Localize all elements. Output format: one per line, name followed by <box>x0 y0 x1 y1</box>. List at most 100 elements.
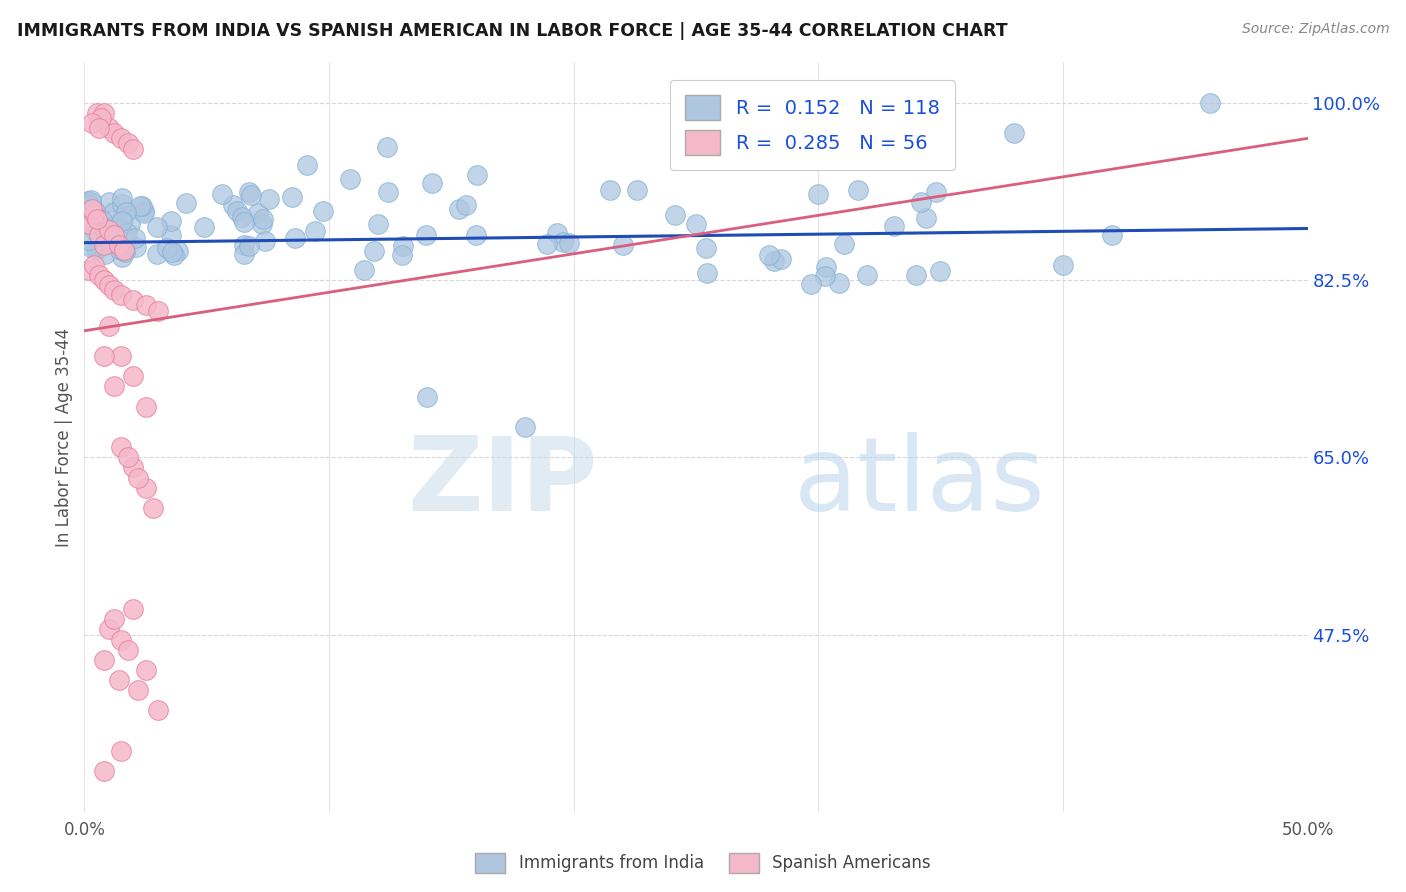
Immigrants from India <box>167 244 190 258</box>
Immigrants from India <box>626 183 648 197</box>
Immigrants from India <box>79 233 101 247</box>
Immigrants from India <box>377 185 399 199</box>
Immigrants from India <box>160 244 183 259</box>
Immigrants from India <box>415 228 437 243</box>
Spanish Americans <box>146 303 169 318</box>
Immigrants from India <box>232 215 254 229</box>
Spanish Americans <box>103 227 125 242</box>
Immigrants from India <box>924 185 946 199</box>
Immigrants from India <box>232 237 254 252</box>
Immigrants from India <box>856 268 879 282</box>
Spanish Americans <box>87 227 110 242</box>
Spanish Americans <box>93 237 115 252</box>
Text: atlas: atlas <box>794 432 1046 533</box>
Immigrants from India <box>238 185 260 199</box>
Immigrants from India <box>910 195 932 210</box>
Immigrants from India <box>86 242 108 256</box>
Immigrants from India <box>108 242 131 256</box>
Immigrants from India <box>163 248 186 262</box>
Immigrants from India <box>664 208 686 222</box>
Immigrants from India <box>758 248 780 262</box>
Spanish Americans <box>142 500 165 515</box>
Immigrants from India <box>101 235 124 250</box>
Immigrants from India <box>83 223 105 237</box>
Immigrants from India <box>685 218 707 232</box>
Spanish Americans <box>135 400 157 414</box>
Immigrants from India <box>159 228 181 243</box>
Immigrants from India <box>769 252 792 267</box>
Spanish Americans <box>93 764 115 779</box>
Spanish Americans <box>127 470 149 484</box>
Immigrants from India <box>612 237 634 252</box>
Immigrants from India <box>146 220 169 235</box>
Spanish Americans <box>97 278 120 293</box>
Immigrants from India <box>160 214 183 228</box>
Legend: Immigrants from India, Spanish Americans: Immigrants from India, Spanish Americans <box>468 847 938 880</box>
Spanish Americans <box>87 121 110 136</box>
Immigrants from India <box>146 247 169 261</box>
Immigrants from India <box>828 277 851 291</box>
Immigrants from India <box>238 238 260 252</box>
Immigrants from India <box>115 204 138 219</box>
Immigrants from India <box>883 219 905 234</box>
Immigrants from India <box>247 205 270 219</box>
Immigrants from India <box>832 237 855 252</box>
Immigrants from India <box>252 211 274 226</box>
Immigrants from India <box>815 260 838 274</box>
Immigrants from India <box>176 195 198 210</box>
Immigrants from India <box>447 202 470 216</box>
Immigrants from India <box>1101 227 1123 242</box>
Spanish Americans <box>107 673 129 687</box>
Immigrants from India <box>125 240 148 254</box>
Immigrants from India <box>211 186 233 201</box>
Immigrants from India <box>551 235 574 249</box>
Immigrants from India <box>905 268 928 282</box>
Spanish Americans <box>90 111 112 125</box>
Spanish Americans <box>103 379 125 393</box>
Immigrants from India <box>77 194 100 208</box>
Immigrants from India <box>87 221 110 235</box>
Spanish Americans <box>93 106 115 120</box>
Spanish Americans <box>83 258 105 272</box>
Immigrants from India <box>111 214 134 228</box>
Immigrants from India <box>1198 95 1220 110</box>
Immigrants from India <box>284 231 307 245</box>
Spanish Americans <box>135 481 157 495</box>
Immigrants from India <box>79 195 101 210</box>
Immigrants from India <box>111 210 134 224</box>
Spanish Americans <box>110 349 132 363</box>
Spanish Americans <box>97 121 120 136</box>
Immigrants from India <box>156 241 179 255</box>
Spanish Americans <box>110 131 132 145</box>
Immigrants from India <box>91 212 114 227</box>
Spanish Americans <box>146 703 169 717</box>
Immigrants from India <box>814 269 837 284</box>
Immigrants from India <box>231 211 253 225</box>
Spanish Americans <box>77 218 100 232</box>
Immigrants from India <box>79 200 101 214</box>
Spanish Americans <box>77 263 100 277</box>
Immigrants from India <box>353 263 375 277</box>
Immigrants from India <box>375 140 398 154</box>
Immigrants from India <box>304 224 326 238</box>
Spanish Americans <box>110 288 132 302</box>
Spanish Americans <box>97 222 120 236</box>
Spanish Americans <box>110 744 132 758</box>
Immigrants from India <box>131 198 153 212</box>
Spanish Americans <box>83 207 105 221</box>
Spanish Americans <box>93 349 115 363</box>
Spanish Americans <box>122 602 145 616</box>
Spanish Americans <box>80 116 103 130</box>
Spanish Americans <box>122 293 145 308</box>
Immigrants from India <box>93 230 115 244</box>
Immigrants from India <box>232 247 254 261</box>
Immigrants from India <box>546 226 568 240</box>
Immigrants from India <box>80 241 103 255</box>
Spanish Americans <box>110 632 132 647</box>
Spanish Americans <box>80 202 103 217</box>
Spanish Americans <box>103 126 125 140</box>
Text: ZIP: ZIP <box>408 432 598 533</box>
Immigrants from India <box>536 236 558 251</box>
Spanish Americans <box>135 298 157 312</box>
Immigrants from India <box>111 243 134 257</box>
